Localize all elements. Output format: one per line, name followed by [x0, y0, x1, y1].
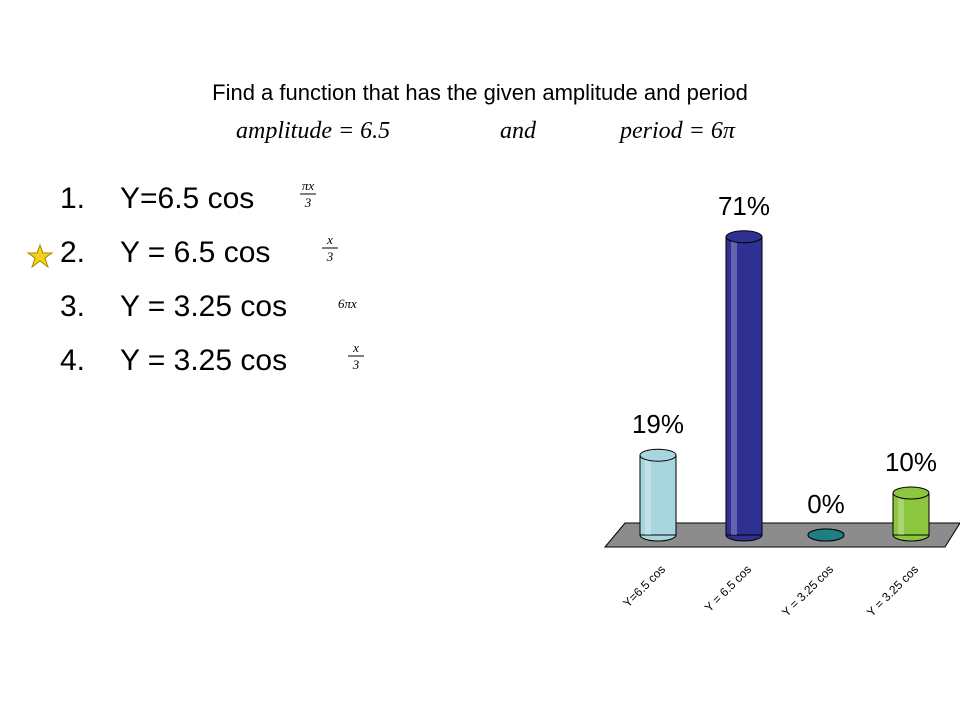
fraction-numerator: x	[352, 340, 359, 355]
bar	[639, 454, 677, 536]
bar-top	[725, 230, 763, 244]
bar-top	[892, 486, 930, 500]
option-text: Y = 3.25 cos	[120, 344, 287, 377]
formula-amplitude: amplitude = 6.5	[236, 118, 390, 144]
value-label: 71%	[718, 191, 770, 221]
title: Find a function that has the given ampli…	[212, 80, 748, 105]
bar-highlight	[898, 493, 904, 535]
bar-highlight	[731, 236, 737, 536]
fraction-denominator: 3	[352, 357, 360, 372]
bar	[725, 236, 763, 536]
bar-top	[807, 528, 845, 542]
bar	[892, 492, 930, 536]
x-tick-label: Y = 3.25 cos	[779, 562, 836, 619]
option-number: 1.	[60, 182, 85, 215]
option-argument: 6πx	[338, 296, 357, 311]
fraction-denominator: 3	[326, 249, 334, 264]
correct-star	[26, 243, 54, 269]
value-label: 0%	[807, 489, 845, 519]
bar-highlight	[645, 455, 651, 535]
x-tick-label: Y = 6.5 cos	[702, 562, 754, 614]
option-text: Y = 3.25 cos	[120, 290, 287, 323]
x-tick-label: Y = 3.25 cos	[864, 562, 921, 619]
x-tick-label: Y=6.5 cos	[620, 562, 668, 610]
value-label: 10%	[885, 447, 937, 477]
option-text: Y=6.5 cos	[120, 182, 254, 215]
option-number: 2.	[60, 236, 85, 269]
bar-top	[639, 448, 677, 462]
chart-floor	[603, 522, 960, 548]
option-number: 3.	[60, 290, 85, 323]
fraction-numerator: x	[326, 232, 333, 247]
fraction-denominator: 3	[304, 195, 312, 210]
option-text: Y = 6.5 cos	[120, 236, 270, 269]
value-label: 19%	[632, 409, 684, 439]
fraction-numerator: πx	[302, 178, 315, 193]
formula-and: and	[500, 118, 537, 144]
option-number: 4.	[60, 344, 85, 377]
formula-period: period = 6π	[618, 118, 736, 144]
